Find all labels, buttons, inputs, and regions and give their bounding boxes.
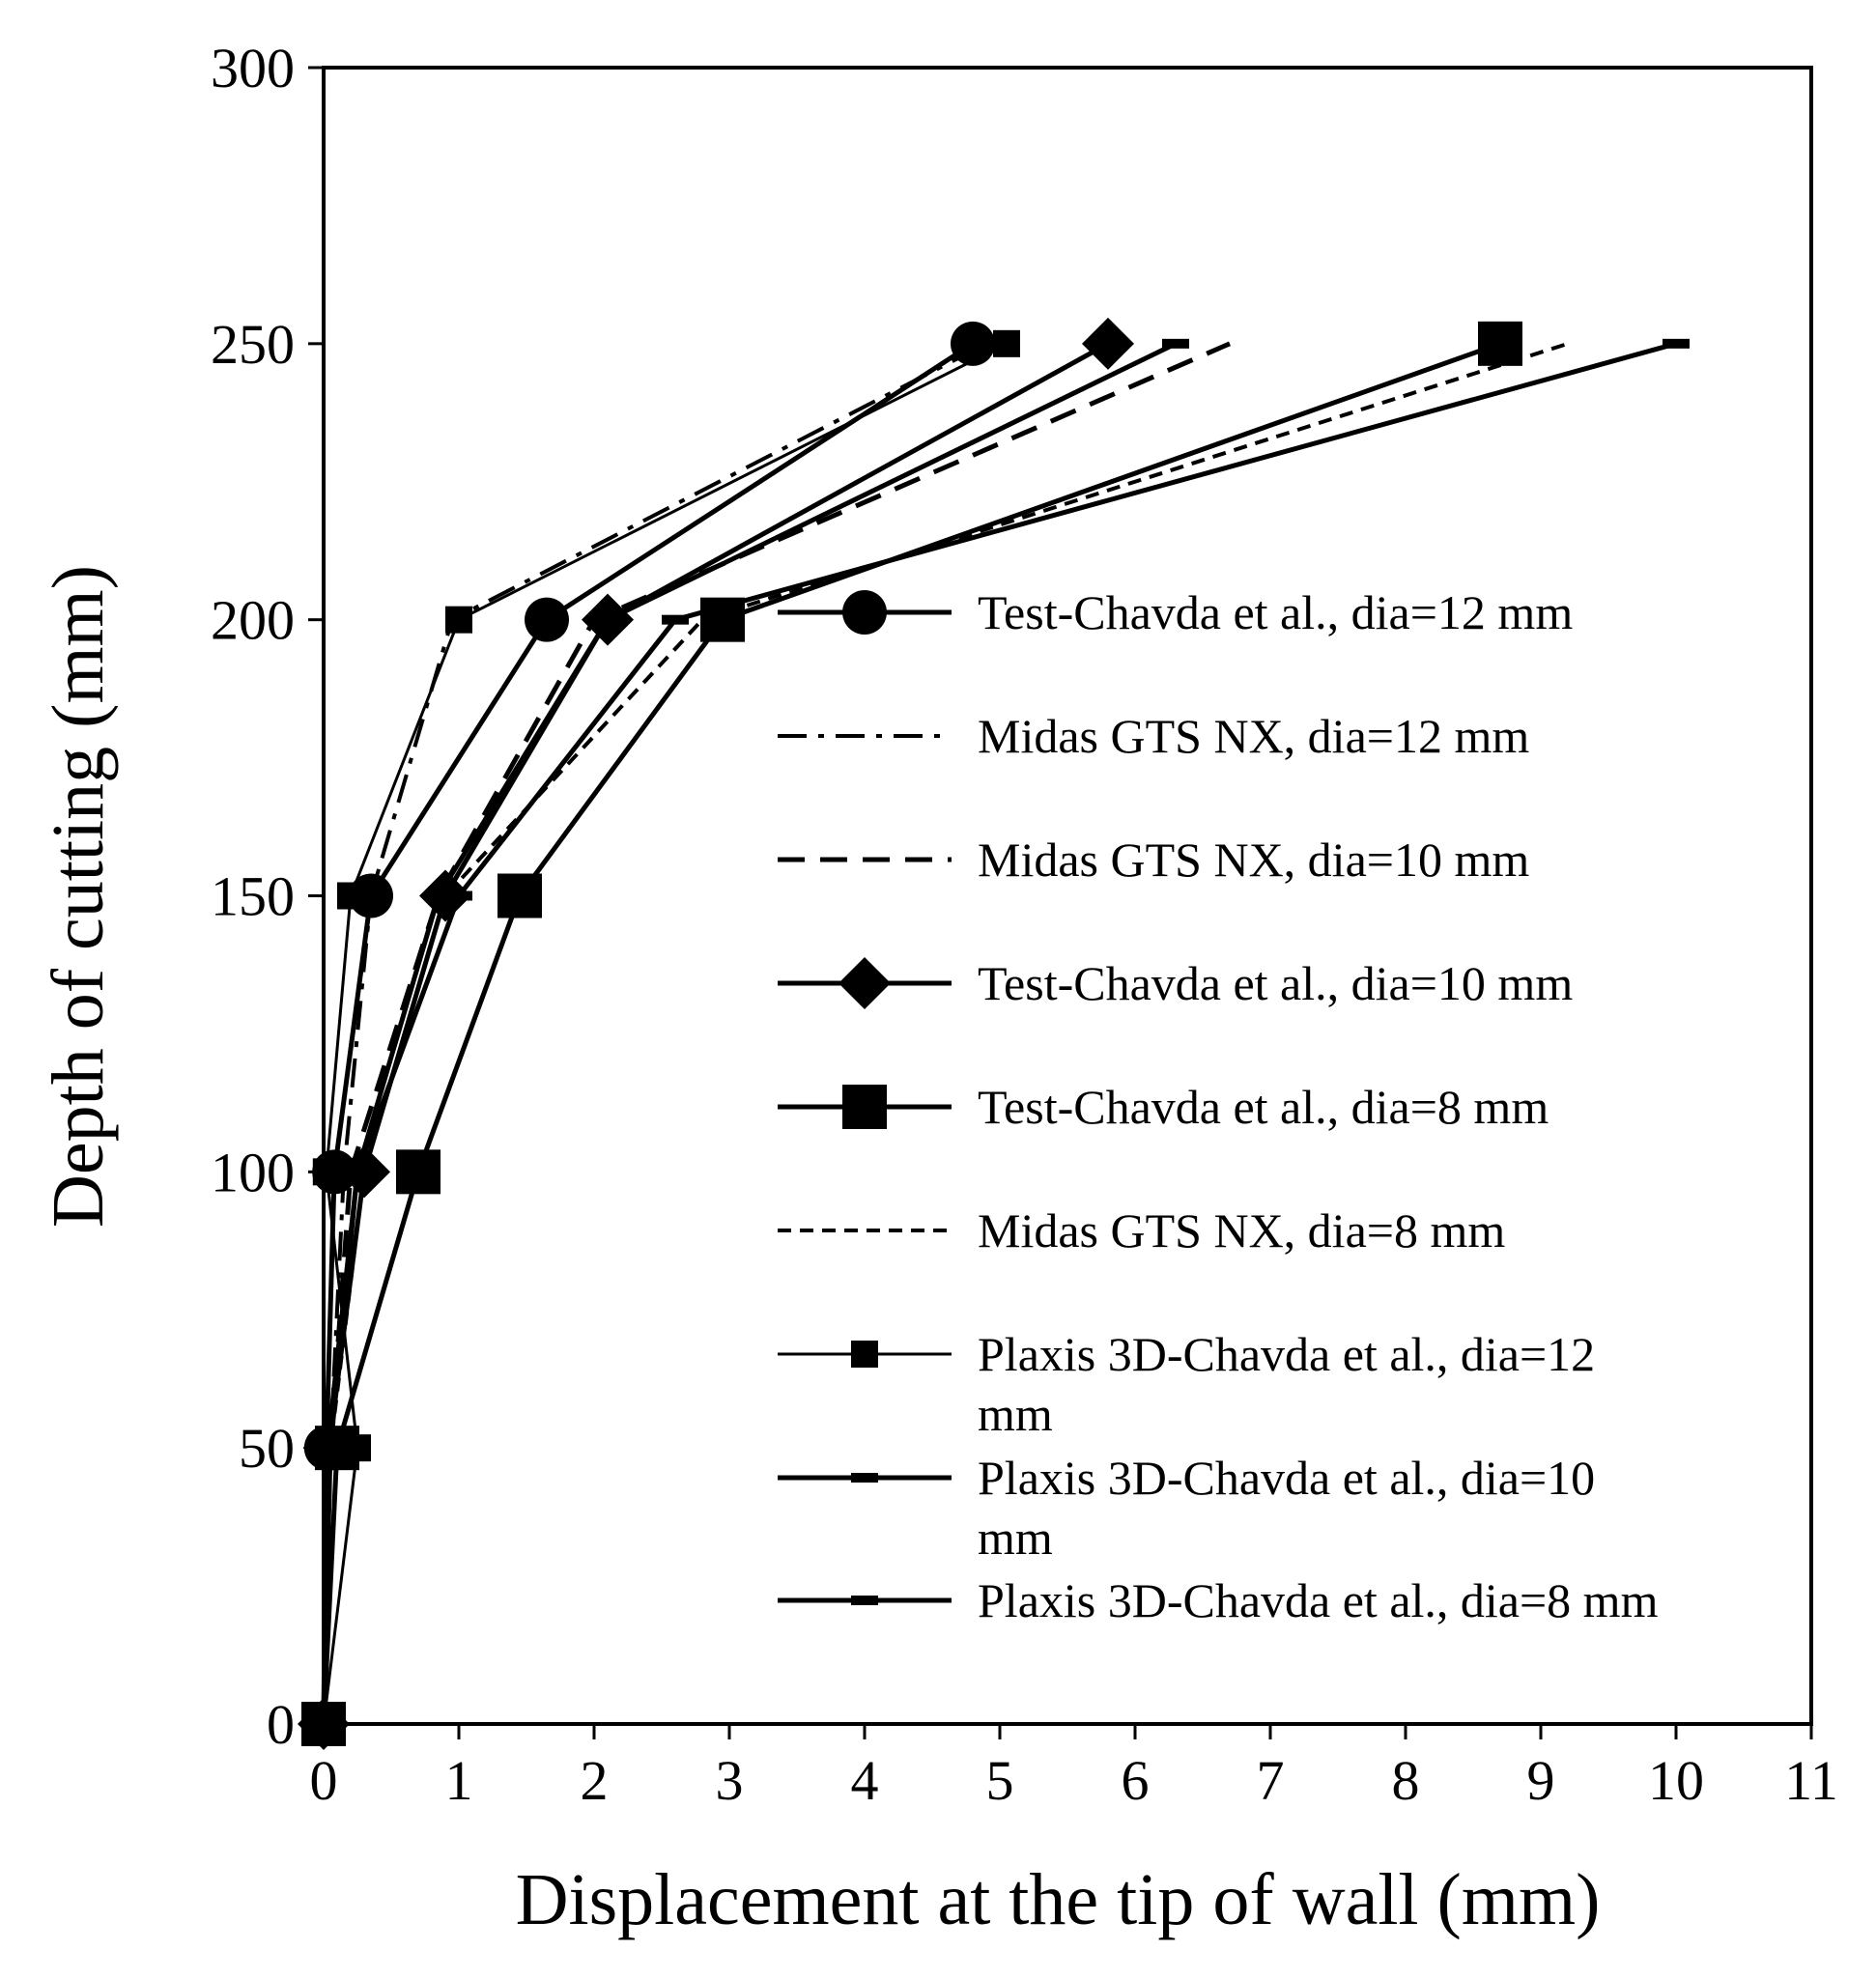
legend-swatch-marker bbox=[842, 590, 887, 635]
data-point-marker bbox=[445, 890, 472, 901]
legend-item: Test-Chavda et al., dia=8 mm bbox=[778, 1080, 1549, 1134]
data-point-marker bbox=[445, 606, 472, 634]
legend-swatch-marker bbox=[842, 1085, 887, 1129]
y-tick-label: 250 bbox=[211, 313, 295, 376]
data-point-marker bbox=[1082, 317, 1134, 370]
legend-label: Test-Chavda et al., dia=8 mm bbox=[978, 1080, 1549, 1134]
legend-label: Plaxis 3D-Chavda et al., dia=8 mm bbox=[978, 1573, 1659, 1627]
x-tick-label: 4 bbox=[851, 1749, 879, 1812]
data-point-marker bbox=[662, 614, 689, 625]
legend-item: Midas GTS NX, dia=10 mm bbox=[778, 833, 1529, 887]
legend-swatch-marker bbox=[851, 1341, 878, 1368]
legend-label: Test-Chavda et al., dia=12 mm bbox=[978, 585, 1573, 639]
series-line bbox=[322, 342, 987, 1725]
data-point-marker bbox=[344, 1434, 371, 1462]
y-axis-title: Depth of cutting (mm) bbox=[38, 565, 119, 1228]
data-point-marker bbox=[344, 1167, 371, 1177]
x-tick-label: 0 bbox=[310, 1749, 338, 1812]
legend-swatch-marker bbox=[839, 957, 891, 1009]
series-2 bbox=[322, 342, 987, 1725]
data-point-marker bbox=[1478, 321, 1522, 366]
series-line bbox=[321, 341, 1677, 1725]
x-tick-label: 7 bbox=[1257, 1749, 1285, 1812]
y-tick-label: 100 bbox=[211, 1141, 295, 1203]
y-tick-label: 200 bbox=[211, 589, 295, 652]
data-point-marker bbox=[594, 614, 621, 625]
legend-item: Midas GTS NX, dia=12 mm bbox=[778, 709, 1529, 763]
series-line bbox=[322, 342, 1008, 1725]
x-tick-label: 11 bbox=[1784, 1749, 1838, 1812]
legend-item: Midas GTS NX, dia=8 mm bbox=[778, 1203, 1505, 1257]
y-tick-label: 300 bbox=[211, 37, 295, 99]
legend: Test-Chavda et al., dia=12 mm Midas GTS N… bbox=[778, 585, 1659, 1627]
x-axis-title: Displacement at the tip of wall (mm) bbox=[516, 1859, 1601, 1940]
data-point-marker bbox=[337, 882, 364, 910]
x-tick-label: 9 bbox=[1527, 1749, 1555, 1812]
x-tick-label: 2 bbox=[581, 1749, 609, 1812]
data-point-marker bbox=[497, 873, 542, 918]
legend-swatch-marker bbox=[851, 1596, 878, 1605]
legend-swatch-marker bbox=[851, 1473, 878, 1483]
legend-item: Test-Chavda et al., dia=10 mm bbox=[778, 956, 1573, 1010]
y-tick-label: 150 bbox=[211, 865, 295, 928]
legend-label: Midas GTS NX, dia=12 mm bbox=[978, 709, 1529, 763]
legend-label: mm bbox=[978, 1511, 1053, 1565]
x-tick-label: 6 bbox=[1122, 1749, 1150, 1812]
series-line bbox=[321, 341, 1501, 1725]
x-tick-label: 5 bbox=[986, 1749, 1014, 1812]
data-point-marker bbox=[993, 329, 1020, 357]
legend-label: mm bbox=[978, 1387, 1053, 1441]
legend-label: Plaxis 3D-Chavda et al., dia=10 bbox=[978, 1451, 1595, 1505]
data-point-marker bbox=[396, 1149, 441, 1195]
legend-item: Plaxis 3D-Chavda et al., dia=12 mm bbox=[778, 1327, 1595, 1441]
x-tick-label: 10 bbox=[1648, 1749, 1704, 1812]
legend-label: Midas GTS NX, dia=8 mm bbox=[978, 1203, 1505, 1257]
data-point-marker bbox=[317, 1443, 344, 1454]
legend-item: Plaxis 3D-Chavda et al., dia=10 mm bbox=[778, 1451, 1595, 1565]
legend-item: Test-Chavda et al., dia=12 mm bbox=[778, 585, 1573, 639]
data-point-marker bbox=[1162, 338, 1189, 349]
data-point-marker bbox=[1663, 338, 1690, 349]
y-tick-label: 50 bbox=[239, 1417, 295, 1480]
legend-label: Plaxis 3D-Chavda et al., dia=12 bbox=[978, 1327, 1595, 1381]
y-tick-label: 0 bbox=[267, 1693, 295, 1756]
legend-label: Test-Chavda et al., dia=10 mm bbox=[978, 956, 1573, 1010]
data-point-marker bbox=[525, 597, 569, 642]
x-tick-label: 3 bbox=[716, 1749, 744, 1812]
data-point-marker bbox=[425, 890, 452, 901]
legend-item: Plaxis 3D-Chavda et al., dia=8 mm bbox=[778, 1573, 1659, 1627]
ticks-layer: 0 1 2 3 4 5 6 7 8 9 10 11 0 50 100 150 200 250 300 bbox=[211, 37, 1838, 1812]
x-tick-label: 1 bbox=[445, 1749, 473, 1812]
x-tick-label: 8 bbox=[1392, 1749, 1420, 1812]
legend-label: Midas GTS NX, dia=10 mm bbox=[978, 833, 1529, 887]
